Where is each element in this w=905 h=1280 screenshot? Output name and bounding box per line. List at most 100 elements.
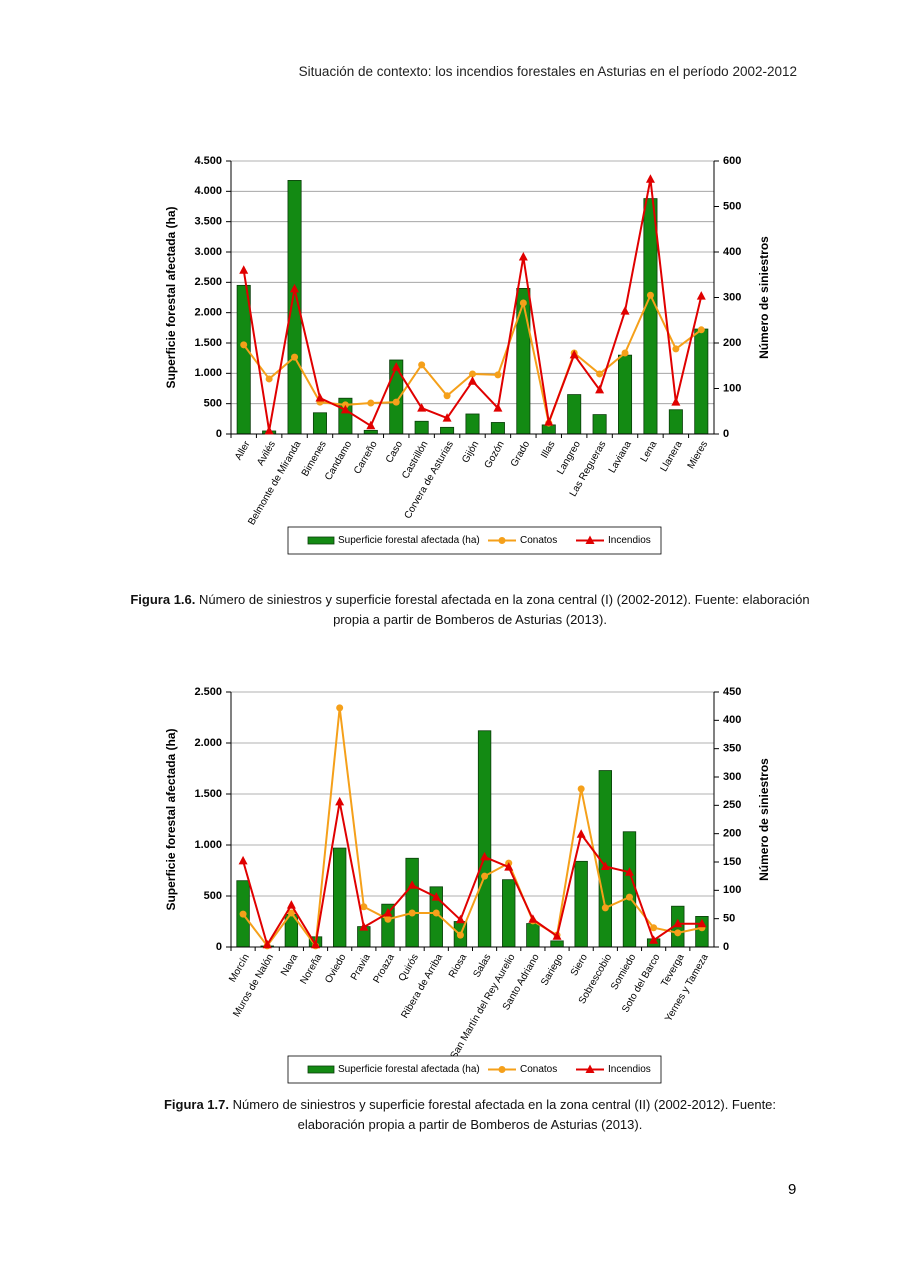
- running-header: Situación de contexto: los incendios for…: [298, 64, 797, 79]
- marker: [239, 265, 249, 274]
- marker: [519, 299, 527, 307]
- bar: [490, 422, 505, 435]
- y2-tick-label: 100: [723, 884, 741, 896]
- x-tick-label: Riosa: [447, 952, 470, 980]
- marker: [625, 893, 633, 901]
- y-tick-label: 0: [216, 428, 222, 440]
- x-tick-label: Salas: [471, 952, 493, 979]
- legend-label: Conatos: [520, 535, 557, 546]
- legend-marker: [498, 537, 506, 544]
- legend-label: Superficie forestal afectada (ha): [338, 1064, 480, 1075]
- marker: [518, 252, 528, 261]
- y-tick-label: 4.000: [194, 185, 222, 197]
- marker: [569, 349, 579, 359]
- y2-tick-label: 0: [723, 428, 729, 440]
- x-tick-label: Carreño: [352, 439, 380, 476]
- x-tick-label: Lena: [639, 439, 660, 464]
- x-tick-label: Aller: [233, 439, 253, 462]
- marker: [341, 401, 349, 409]
- y-axis-title: Superficie forestal afectada (ha): [164, 206, 178, 388]
- legend-marker: [585, 535, 595, 544]
- legend-label: Incendios: [608, 1064, 651, 1075]
- marker: [552, 931, 562, 940]
- caption-label: Figura 1.7.: [163, 1097, 229, 1112]
- caption: Figura 1.6. Número de siniestros y super…: [130, 590, 810, 630]
- y-tick-label: 2.500: [194, 276, 222, 288]
- marker: [621, 349, 629, 357]
- y2-tick-label: 100: [723, 382, 741, 394]
- x-tick-label: Gozón: [483, 439, 507, 470]
- marker: [649, 935, 659, 944]
- marker: [697, 326, 705, 334]
- y2-tick-label: 200: [723, 828, 741, 840]
- y2-axis-title: Número de siniestros: [757, 758, 771, 881]
- marker: [443, 392, 451, 400]
- x-tick-label: Langreo: [555, 439, 583, 477]
- marker: [408, 909, 416, 917]
- marker: [672, 345, 680, 353]
- marker: [646, 291, 654, 299]
- marker: [287, 909, 295, 917]
- bar: [440, 426, 455, 435]
- legend-label: Superficie forestal afectada (ha): [338, 535, 480, 546]
- bar: [622, 831, 637, 948]
- marker: [504, 862, 514, 871]
- marker: [367, 399, 375, 407]
- marker: [697, 918, 707, 928]
- marker: [384, 915, 392, 923]
- y-tick-label: 0: [216, 941, 222, 953]
- marker: [311, 939, 321, 949]
- marker: [383, 908, 393, 917]
- bar: [598, 770, 613, 948]
- marker: [620, 306, 630, 315]
- y-tick-label: 2.500: [194, 686, 222, 698]
- legend-label: Incendios: [608, 535, 651, 546]
- y-tick-label: 500: [204, 398, 222, 410]
- caption-text: Número de siniestros y superficie forest…: [199, 592, 810, 627]
- y-tick-label: 500: [204, 890, 222, 902]
- bar: [574, 860, 588, 948]
- y2-tick-label: 150: [723, 856, 741, 868]
- y-tick-label: 4.500: [194, 155, 222, 167]
- y-tick-label: 1.500: [194, 788, 222, 800]
- y2-tick-label: 300: [723, 291, 741, 303]
- legend-swatch: [307, 1065, 335, 1074]
- x-tick-label: Llanera: [659, 439, 685, 474]
- marker: [456, 931, 464, 939]
- y-tick-label: 2.000: [194, 307, 222, 319]
- y2-tick-label: 250: [723, 799, 741, 811]
- bar: [477, 730, 492, 948]
- marker: [544, 417, 554, 426]
- y2-tick-label: 300: [723, 771, 741, 783]
- bar: [465, 413, 480, 435]
- marker: [407, 880, 417, 889]
- marker: [265, 375, 273, 383]
- marker: [673, 918, 683, 928]
- x-tick-label: Pravia: [349, 952, 373, 982]
- y-tick-label: 3.500: [194, 216, 222, 228]
- marker: [442, 413, 452, 422]
- caption-text: Número de siniestros y superficie forest…: [232, 1097, 777, 1132]
- marker: [494, 371, 502, 379]
- legend-marker: [585, 1064, 595, 1073]
- y-tick-label: 1.000: [194, 367, 222, 379]
- marker: [262, 939, 272, 949]
- x-tick-label: Nava: [279, 952, 300, 978]
- marker: [417, 403, 427, 412]
- marker: [286, 900, 296, 909]
- bar: [312, 412, 327, 435]
- marker: [340, 404, 350, 414]
- x-tick-label: Laviana: [607, 439, 634, 475]
- marker: [480, 851, 490, 861]
- marker: [468, 376, 477, 385]
- bar: [516, 287, 531, 435]
- marker: [290, 283, 300, 293]
- x-tick-label: Illas: [539, 439, 557, 460]
- marker: [315, 393, 325, 402]
- marker: [674, 929, 682, 937]
- marker: [696, 291, 706, 300]
- bar: [236, 284, 251, 435]
- x-tick-label: Caso: [384, 439, 405, 465]
- x-tick-label: Quirós: [397, 952, 421, 983]
- y2-tick-label: 400: [723, 714, 741, 726]
